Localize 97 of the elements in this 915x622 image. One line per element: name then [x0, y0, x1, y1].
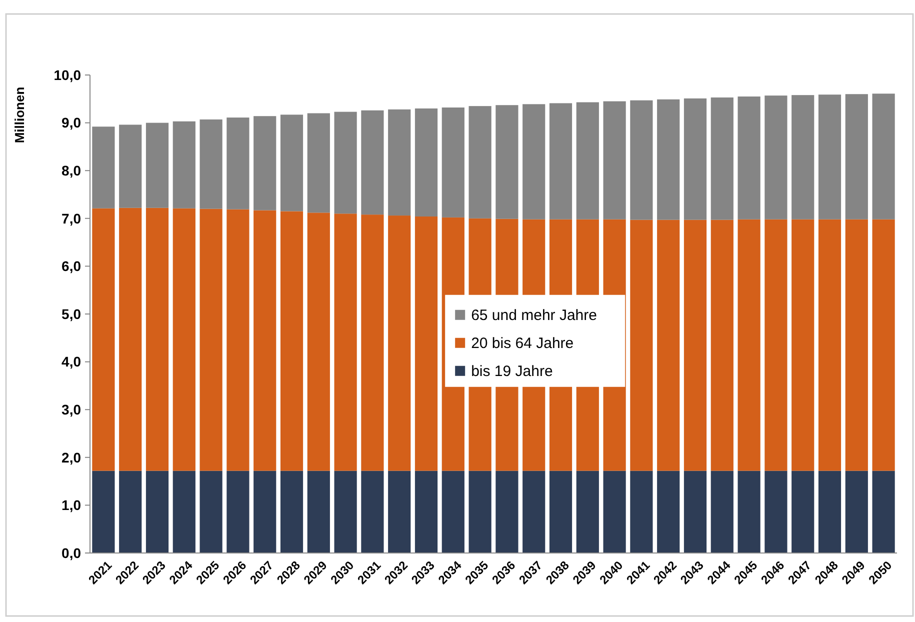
bar [119, 208, 142, 471]
bar [738, 96, 760, 220]
bar [334, 214, 357, 471]
bar [764, 219, 788, 471]
bar [872, 219, 895, 471]
bar [119, 470, 142, 553]
y-tick-label: 0,0 [62, 544, 82, 561]
bar [200, 119, 222, 209]
bar [684, 470, 707, 553]
bar [872, 94, 895, 220]
bar [738, 470, 760, 553]
y-tick-label: 5,0 [62, 306, 82, 322]
bar [414, 216, 438, 471]
bar [603, 470, 626, 553]
bar [630, 470, 653, 553]
bar [549, 103, 572, 220]
bar [442, 470, 464, 553]
bar [818, 219, 842, 471]
bar [146, 470, 169, 553]
bar [764, 96, 788, 220]
bar [872, 470, 895, 553]
bar [845, 470, 868, 553]
bar [172, 121, 196, 208]
bar [442, 108, 464, 218]
bar [280, 114, 304, 212]
bar [764, 470, 788, 553]
bar [576, 102, 599, 220]
bar [172, 208, 196, 471]
bar [92, 208, 115, 471]
y-tick-label: 6,0 [62, 258, 82, 274]
bar [254, 210, 276, 471]
bar [710, 470, 734, 553]
y-tick-label: 3,0 [62, 402, 82, 418]
bar [792, 95, 814, 220]
y-tick-label: 7,0 [62, 210, 82, 226]
bar [307, 212, 330, 471]
bar [657, 220, 680, 471]
bar [200, 208, 222, 471]
bar [414, 108, 438, 216]
bar [818, 470, 842, 553]
bar [200, 470, 222, 553]
bar [388, 470, 411, 553]
legend-label: bis 19 Jahre [471, 363, 553, 380]
bar [845, 219, 868, 471]
bar [388, 109, 411, 216]
bar [710, 220, 734, 471]
bar [738, 219, 760, 471]
y-tick-label: 8,0 [62, 162, 82, 178]
bar [388, 216, 411, 471]
bar [119, 124, 142, 208]
bar [792, 470, 814, 553]
y-tick-label: 2,0 [62, 449, 82, 466]
bar [361, 470, 384, 553]
y-tick-label: 4,0 [62, 354, 82, 370]
bar [657, 470, 680, 553]
bar [254, 116, 276, 210]
bar [630, 220, 653, 471]
bar [522, 104, 546, 220]
bar [334, 470, 357, 553]
bar [603, 101, 626, 220]
y-tick-label: 10,0 [54, 66, 82, 83]
bar [522, 470, 546, 553]
legend-label: 20 bis 64 Jahre [471, 335, 574, 352]
y-tick-label: 1,0 [62, 497, 82, 514]
bar [307, 113, 330, 213]
bar [280, 470, 304, 553]
bar [684, 220, 707, 471]
bar [496, 105, 518, 219]
bar [468, 106, 492, 218]
bar [226, 470, 250, 553]
bar [549, 470, 572, 553]
bar [630, 100, 653, 220]
bar [496, 470, 518, 553]
bar [92, 470, 115, 553]
bar [818, 94, 842, 220]
bar [710, 97, 734, 220]
bar [361, 214, 384, 471]
bar [657, 99, 680, 220]
bar [226, 209, 250, 471]
bar [414, 470, 438, 553]
bar [468, 470, 492, 553]
bar [307, 470, 330, 553]
bar [172, 470, 196, 553]
bar [146, 122, 169, 208]
bar [576, 470, 599, 553]
bar [792, 219, 814, 471]
bar [254, 470, 276, 553]
bar [845, 94, 868, 220]
legend-label: 65 und mehr Jahre [471, 307, 597, 324]
bar [684, 98, 707, 220]
bar [146, 208, 169, 471]
bar [334, 112, 357, 214]
y-tick-label: 9,0 [62, 114, 82, 131]
bar [361, 110, 384, 215]
bar [226, 118, 250, 210]
bar [280, 211, 304, 471]
y-axis-title: Millionen [12, 86, 27, 144]
